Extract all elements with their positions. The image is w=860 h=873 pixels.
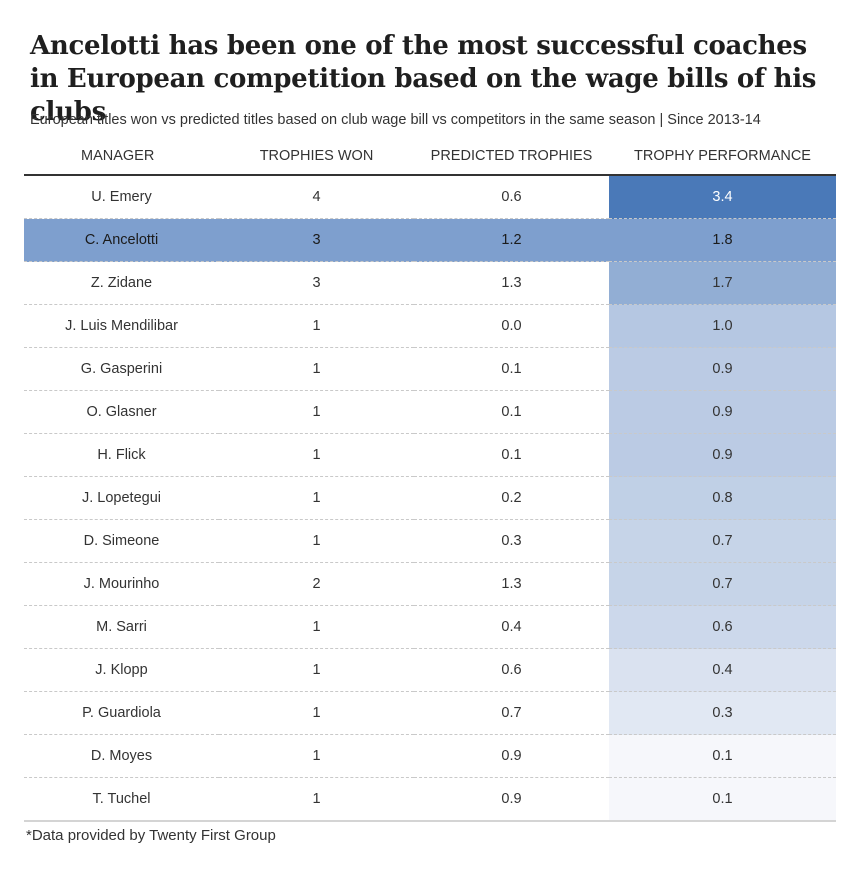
cell-manager: D. Simeone	[24, 519, 219, 563]
cell-trophy-performance: 0.6	[609, 605, 836, 649]
cell-manager: U. Emery	[24, 175, 219, 219]
table-row: M. Sarri 1 0.4 0.6	[24, 605, 836, 649]
table-row: O. Glasner 1 0.1 0.9	[24, 390, 836, 434]
cell-predicted-trophies: 0.4	[414, 605, 609, 649]
table-row: D. Simeone 1 0.3 0.7	[24, 519, 836, 563]
cell-trophies-won: 1	[219, 476, 414, 520]
cell-predicted-trophies: 0.0	[414, 304, 609, 348]
cell-trophy-performance: 0.7	[609, 519, 836, 563]
chart-title: Ancelotti has been one of the most succe…	[30, 31, 817, 127]
table-row: J. Luis Mendilibar 1 0.0 1.0	[24, 304, 836, 348]
cell-trophies-won: 1	[219, 390, 414, 434]
cell-predicted-trophies: 0.6	[414, 175, 609, 219]
cell-trophies-won: 2	[219, 562, 414, 606]
cell-trophies-won: 3	[219, 261, 414, 305]
cell-trophy-performance: 1.8	[609, 218, 836, 262]
table-body: U. Emery 4 0.6 3.4 C. Ancelotti 3 1.2 1.8 Z. Zid…	[24, 175, 836, 822]
cell-predicted-trophies: 0.1	[414, 390, 609, 434]
cell-manager: H. Flick	[24, 433, 219, 477]
cell-manager: O. Glasner	[24, 390, 219, 434]
cell-trophy-performance: 0.1	[609, 734, 836, 778]
cell-trophy-performance: 0.9	[609, 347, 836, 391]
cell-manager: D. Moyes	[24, 734, 219, 778]
column-header-trophy-performance: TROPHY PERFORMANCE	[609, 138, 836, 176]
table-row: U. Emery 4 0.6 3.4	[24, 175, 836, 219]
cell-trophy-performance: 0.8	[609, 476, 836, 520]
cell-trophies-won: 3	[219, 218, 414, 262]
cell-trophies-won: 1	[219, 304, 414, 348]
cell-trophy-performance: 3.4	[609, 175, 836, 219]
table-row: Z. Zidane 3 1.3 1.7	[24, 261, 836, 305]
table-row: P. Guardiola 1 0.7 0.3	[24, 691, 836, 735]
table-row: T. Tuchel 1 0.9 0.1	[24, 777, 836, 822]
cell-trophies-won: 1	[219, 691, 414, 735]
column-header-trophies-won: TROPHIES WON	[219, 138, 414, 176]
cell-trophies-won: 4	[219, 175, 414, 219]
cell-manager: P. Guardiola	[24, 691, 219, 735]
table-row: G. Gasperini 1 0.1 0.9	[24, 347, 836, 391]
cell-predicted-trophies: 1.2	[414, 218, 609, 262]
cell-predicted-trophies: 0.9	[414, 734, 609, 778]
table-row: J. Klopp 1 0.6 0.4	[24, 648, 836, 692]
cell-predicted-trophies: 0.9	[414, 777, 609, 822]
cell-trophy-performance: 0.1	[609, 777, 836, 822]
cell-predicted-trophies: 1.3	[414, 261, 609, 305]
cell-manager: J. Mourinho	[24, 562, 219, 606]
footnote: *Data provided by Twenty First Group	[26, 827, 276, 844]
cell-manager: J. Klopp	[24, 648, 219, 692]
table-row: J. Lopetegui 1 0.2 0.8	[24, 476, 836, 520]
cell-trophies-won: 1	[219, 433, 414, 477]
cell-manager: C. Ancelotti	[24, 218, 219, 262]
cell-predicted-trophies: 0.1	[414, 347, 609, 391]
cell-trophies-won: 1	[219, 519, 414, 563]
cell-predicted-trophies: 0.3	[414, 519, 609, 563]
cell-predicted-trophies: 0.1	[414, 433, 609, 477]
table-row: D. Moyes 1 0.9 0.1	[24, 734, 836, 778]
table-row: J. Mourinho 2 1.3 0.7	[24, 562, 836, 606]
cell-trophies-won: 1	[219, 734, 414, 778]
table-header-row: MANAGER TROPHIES WON PREDICTED TROPHIES …	[24, 138, 836, 176]
cell-predicted-trophies: 1.3	[414, 562, 609, 606]
cell-predicted-trophies: 0.2	[414, 476, 609, 520]
column-header-manager: MANAGER	[24, 138, 219, 176]
cell-manager: J. Luis Mendilibar	[24, 304, 219, 348]
cell-manager: Z. Zidane	[24, 261, 219, 305]
cell-trophy-performance: 1.0	[609, 304, 836, 348]
cell-manager: J. Lopetegui	[24, 476, 219, 520]
table-row: C. Ancelotti 3 1.2 1.8	[24, 218, 836, 262]
cell-trophies-won: 1	[219, 347, 414, 391]
cell-trophy-performance: 0.9	[609, 390, 836, 434]
column-header-predicted-trophies: PREDICTED TROPHIES	[414, 138, 609, 176]
chart-subtitle: European titles won vs predicted titles …	[30, 112, 761, 128]
cell-manager: M. Sarri	[24, 605, 219, 649]
cell-trophies-won: 1	[219, 605, 414, 649]
table-row: H. Flick 1 0.1 0.9	[24, 433, 836, 477]
cell-trophy-performance: 1.7	[609, 261, 836, 305]
cell-trophies-won: 1	[219, 777, 414, 822]
cell-manager: T. Tuchel	[24, 777, 219, 822]
cell-trophy-performance: 0.3	[609, 691, 836, 735]
cell-trophy-performance: 0.4	[609, 648, 836, 692]
trophy-table: MANAGER TROPHIES WON PREDICTED TROPHIES …	[24, 138, 836, 822]
cell-manager: G. Gasperini	[24, 347, 219, 391]
cell-trophy-performance: 0.7	[609, 562, 836, 606]
cell-predicted-trophies: 0.6	[414, 648, 609, 692]
cell-trophies-won: 1	[219, 648, 414, 692]
cell-predicted-trophies: 0.7	[414, 691, 609, 735]
cell-trophy-performance: 0.9	[609, 433, 836, 477]
